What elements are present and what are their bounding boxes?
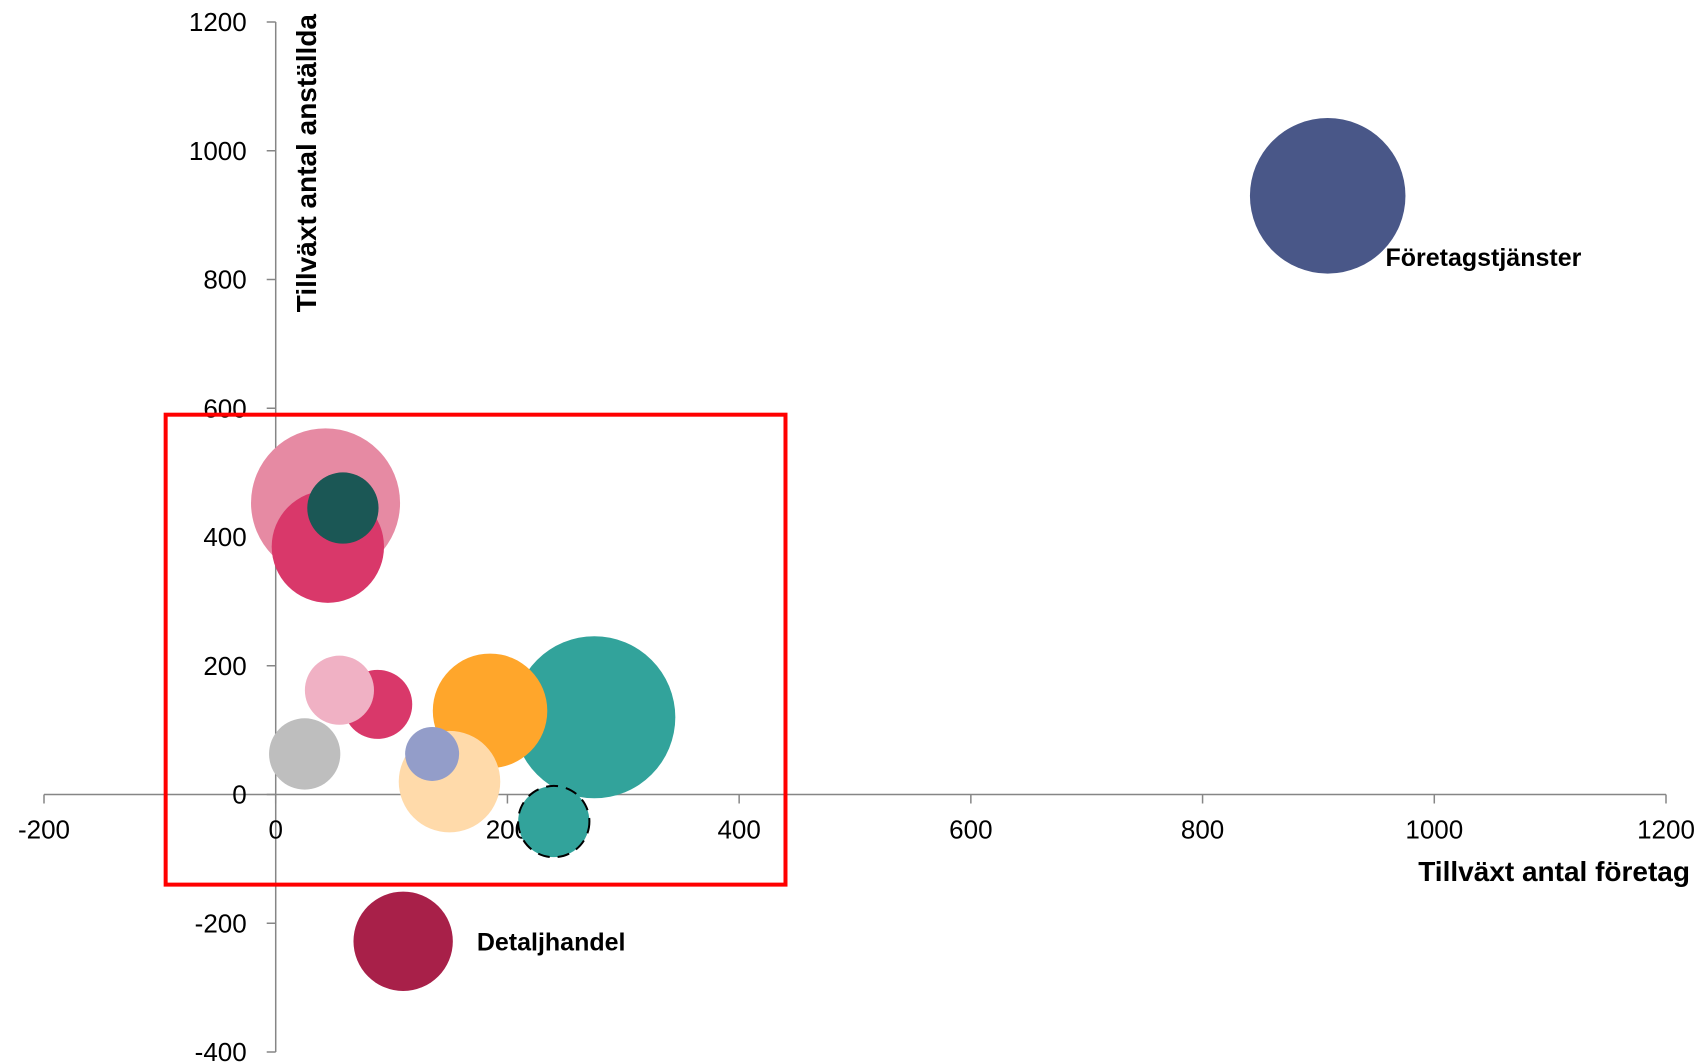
bubble-11 (405, 726, 460, 781)
x-tick-label: 400 (717, 815, 760, 845)
y-tick-label: -200 (195, 908, 247, 938)
x-tick-label: 1200 (1637, 815, 1695, 845)
bubble-label: Företagstjänster (1385, 244, 1581, 272)
y-axis-title: Tillväxt antal anställda (291, 14, 322, 313)
y-tick-label: 1200 (189, 7, 247, 37)
bubble-layer (251, 118, 1406, 991)
x-tick-label: 1000 (1405, 815, 1463, 845)
x-tick-label: -200 (18, 815, 70, 845)
x-tick-label: 0 (268, 815, 282, 845)
x-tick-label: 800 (1181, 815, 1224, 845)
bubble-1 (1249, 118, 1406, 274)
bubble-13 (353, 891, 453, 991)
bubble-9 (304, 655, 374, 725)
y-tick-label: 0 (232, 780, 246, 810)
bubble-label: Detaljhandel (477, 928, 626, 956)
bubble-10 (269, 718, 341, 790)
y-tick-label: -400 (195, 1037, 247, 1063)
x-tick-label: 600 (949, 815, 992, 845)
label-layer: Företagstjänster Detaljhandel (477, 244, 1582, 956)
y-tick-label: 200 (203, 651, 246, 681)
x-axis-title: Tillväxt antal företag (1418, 856, 1690, 887)
bubble-5 (307, 472, 379, 544)
y-tick-label: 600 (203, 393, 246, 423)
y-tick-label: 800 (203, 265, 246, 295)
highlight-layer (163, 412, 788, 887)
highlight-rectangle (163, 412, 788, 887)
y-tick-label: 400 (203, 522, 246, 552)
bubble-12 (517, 784, 591, 859)
axes-layer: -200 0 200 400 600 800 1000 1200-400-2000200400… (18, 7, 1695, 1063)
bubble-2 (513, 636, 676, 799)
y-tick-label: 1000 (189, 136, 247, 166)
